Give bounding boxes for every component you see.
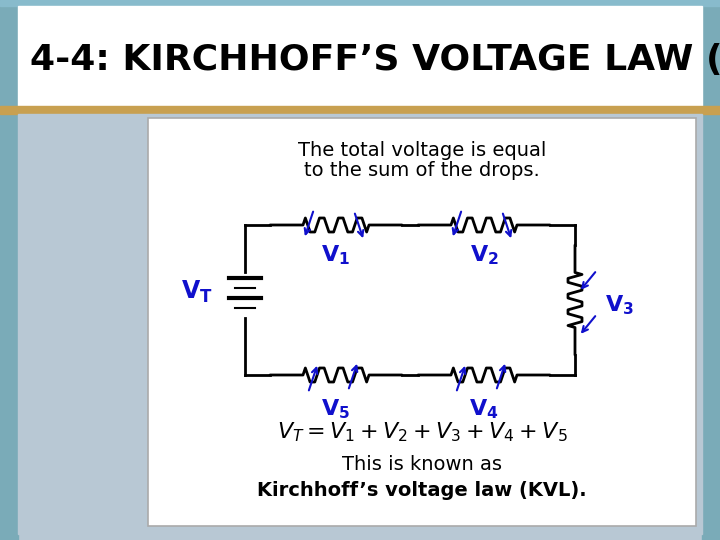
Bar bbox=[0, 0, 18, 540]
Text: $\mathbf{V_3}$: $\mathbf{V_3}$ bbox=[605, 293, 634, 317]
Bar bbox=[0, 106, 720, 114]
Text: $\mathbf{V_4}$: $\mathbf{V_4}$ bbox=[469, 397, 499, 421]
Text: $V_T = V_1 + V_2 + V_3 + V_4 + V_5$: $V_T = V_1 + V_2 + V_3 + V_4 + V_5$ bbox=[276, 420, 567, 444]
Text: to the sum of the drops.: to the sum of the drops. bbox=[304, 160, 540, 179]
Text: The total voltage is equal: The total voltage is equal bbox=[298, 140, 546, 159]
Text: $\mathbf{V_T}$: $\mathbf{V_T}$ bbox=[181, 279, 213, 305]
Text: $\mathbf{V_2}$: $\mathbf{V_2}$ bbox=[469, 243, 498, 267]
Bar bbox=[18, 114, 702, 534]
Bar bbox=[18, 6, 702, 106]
Bar bbox=[148, 118, 696, 526]
Text: $\mathbf{V_5}$: $\mathbf{V_5}$ bbox=[321, 397, 351, 421]
Bar bbox=[702, 0, 720, 540]
Text: Kirchhoff’s voltage law (KVL).: Kirchhoff’s voltage law (KVL). bbox=[257, 481, 587, 500]
Text: This is known as: This is known as bbox=[342, 455, 502, 474]
Bar bbox=[0, 0, 720, 6]
Text: $\mathbf{V_1}$: $\mathbf{V_1}$ bbox=[321, 243, 351, 267]
Text: 4-4: KIRCHHOFF’S VOLTAGE LAW (KVL): 4-4: KIRCHHOFF’S VOLTAGE LAW (KVL) bbox=[30, 43, 720, 77]
